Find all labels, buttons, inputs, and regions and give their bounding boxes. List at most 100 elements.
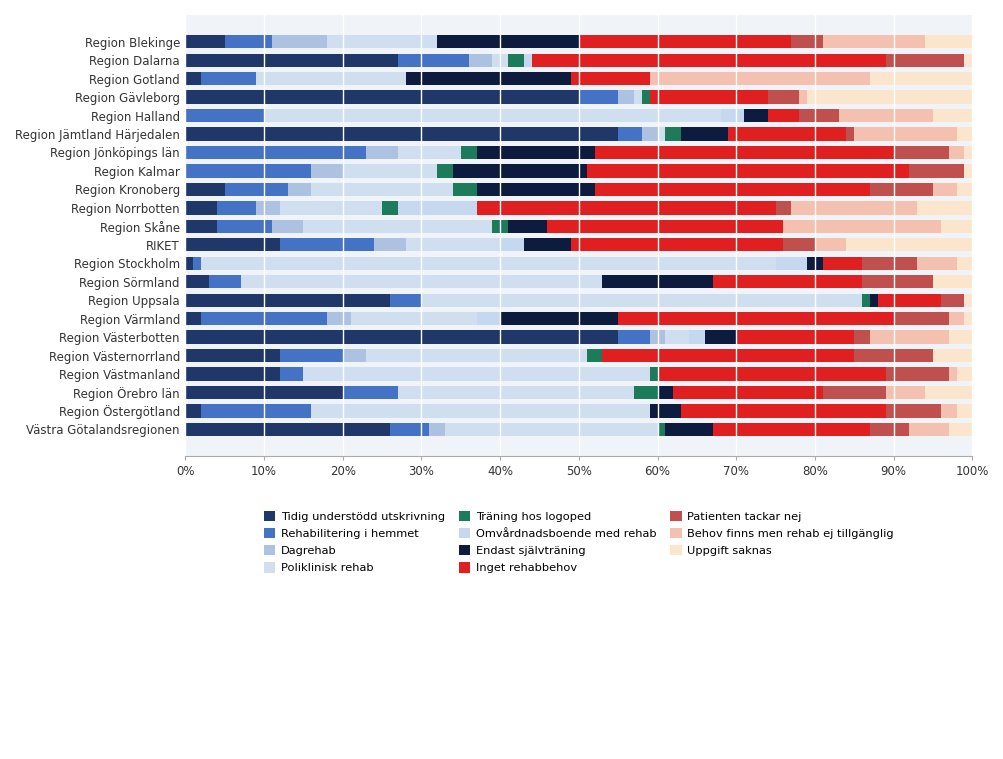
Bar [940,405,956,417]
Bar [186,72,201,85]
Bar [633,90,641,104]
Bar [186,386,342,399]
Bar [186,330,618,344]
Bar [241,275,602,288]
Bar [775,201,790,215]
Bar [594,183,870,196]
Bar [311,183,452,196]
Bar [476,201,775,215]
Bar [618,312,893,326]
Bar [217,219,272,233]
Bar [909,164,964,178]
Bar [854,330,870,344]
Bar [712,275,862,288]
Bar [397,54,468,67]
Bar [201,405,311,417]
Bar [854,128,956,140]
Bar [476,183,594,196]
Bar [194,257,201,270]
Bar [649,405,680,417]
Bar [964,294,971,307]
Bar [311,164,342,178]
Bar [964,312,971,326]
Bar [641,90,649,104]
Bar [924,386,971,399]
Bar [397,146,460,159]
Bar [397,386,633,399]
Bar [602,349,854,362]
Bar [618,90,633,104]
Bar [280,367,303,381]
Bar [186,183,225,196]
Bar [280,238,374,251]
Bar [499,312,618,326]
Bar [508,54,524,67]
Bar [649,330,665,344]
Bar [948,312,964,326]
Bar [822,386,885,399]
Bar [452,183,476,196]
Bar [225,35,272,49]
Bar [201,257,775,270]
Bar [571,72,649,85]
Bar [924,35,971,49]
Bar [436,35,579,49]
Bar [767,90,798,104]
Bar [303,219,491,233]
Bar [264,109,720,122]
Bar [524,54,532,67]
Bar [586,349,602,362]
Bar [657,128,665,140]
Bar [342,164,436,178]
Bar [633,386,657,399]
Bar [186,146,366,159]
Bar [743,109,767,122]
Bar [948,367,956,381]
Bar [790,35,822,49]
Bar [932,183,956,196]
Bar [964,164,971,178]
Bar [468,54,491,67]
Bar [342,349,366,362]
Bar [186,405,201,417]
Bar [524,238,571,251]
Bar [948,146,964,159]
Bar [893,146,948,159]
Bar [272,219,303,233]
Bar [579,35,790,49]
Bar [846,128,854,140]
Bar [288,183,311,196]
Bar [225,183,288,196]
Bar [893,312,948,326]
Bar [775,257,806,270]
Bar [491,219,508,233]
Bar [948,330,971,344]
Bar [186,367,280,381]
Bar [870,294,877,307]
Bar [649,72,870,85]
Bar [948,423,971,436]
Bar [854,349,932,362]
Bar [429,423,444,436]
Bar [885,367,948,381]
Bar [680,128,727,140]
Bar [704,330,735,344]
Bar [499,238,524,251]
Bar [956,128,971,140]
Bar [909,423,948,436]
Bar [366,349,586,362]
Bar [862,275,932,288]
Bar [186,423,389,436]
Bar [491,54,508,67]
Bar [217,201,256,215]
Bar [547,219,782,233]
Bar [436,164,452,178]
Bar [964,54,971,67]
Bar [382,201,397,215]
Bar [397,201,476,215]
Bar [870,330,948,344]
Bar [186,164,311,178]
Bar [579,90,618,104]
Bar [649,90,767,104]
Bar [798,90,806,104]
